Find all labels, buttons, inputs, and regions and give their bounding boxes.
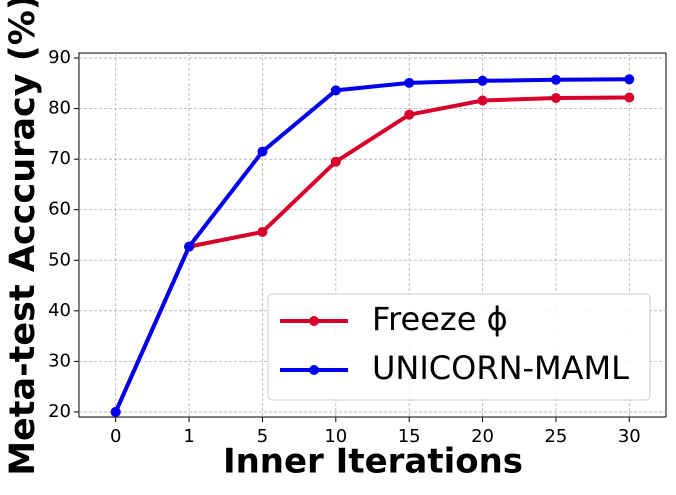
- point: [624, 74, 635, 85]
- point: [550, 74, 561, 85]
- line: [113, 95, 630, 413]
- point: [330, 156, 341, 167]
- point: [477, 75, 488, 86]
- y-tick-label: 70: [48, 148, 71, 169]
- x-tick-label: 25: [544, 426, 567, 447]
- x-tick-label: 1: [183, 426, 194, 447]
- x-tick-label: 30: [618, 426, 641, 447]
- point: [624, 92, 635, 103]
- x-tick-label: 5: [257, 426, 268, 447]
- x-tick-label: 15: [398, 426, 421, 447]
- point: [110, 406, 121, 417]
- y-tick-label: 60: [48, 199, 71, 220]
- plot-frame: [78, 52, 667, 418]
- y-tick-label: 50: [48, 249, 71, 270]
- legend-label: UNICORN-MAML: [372, 349, 629, 387]
- legend-marker: [309, 316, 319, 326]
- y-tick-label: 80: [48, 98, 71, 119]
- point: [184, 241, 195, 252]
- legend-marker: [309, 365, 319, 375]
- legend-box: [267, 293, 651, 401]
- legend-label: Freeze ϕ: [372, 300, 508, 338]
- y-tick-label: 90: [48, 47, 71, 68]
- x-tick-label: 10: [324, 426, 347, 447]
- point: [477, 95, 488, 106]
- x-tick-label: 0: [110, 426, 121, 447]
- y-tick-label: 30: [48, 350, 71, 371]
- point: [550, 92, 561, 103]
- x-axis-label: Inner Iterations: [223, 442, 523, 482]
- point: [404, 77, 415, 88]
- y-tick-label: 40: [48, 300, 71, 321]
- point: [257, 146, 268, 157]
- x-tick-label: 20: [471, 426, 494, 447]
- point: [330, 85, 341, 96]
- point: [404, 109, 415, 120]
- y-tick-label: 20: [48, 401, 71, 422]
- point: [257, 226, 268, 237]
- y-axis-label: Meta-test Acccuracy (%): [3, 0, 43, 476]
- line: [113, 77, 630, 413]
